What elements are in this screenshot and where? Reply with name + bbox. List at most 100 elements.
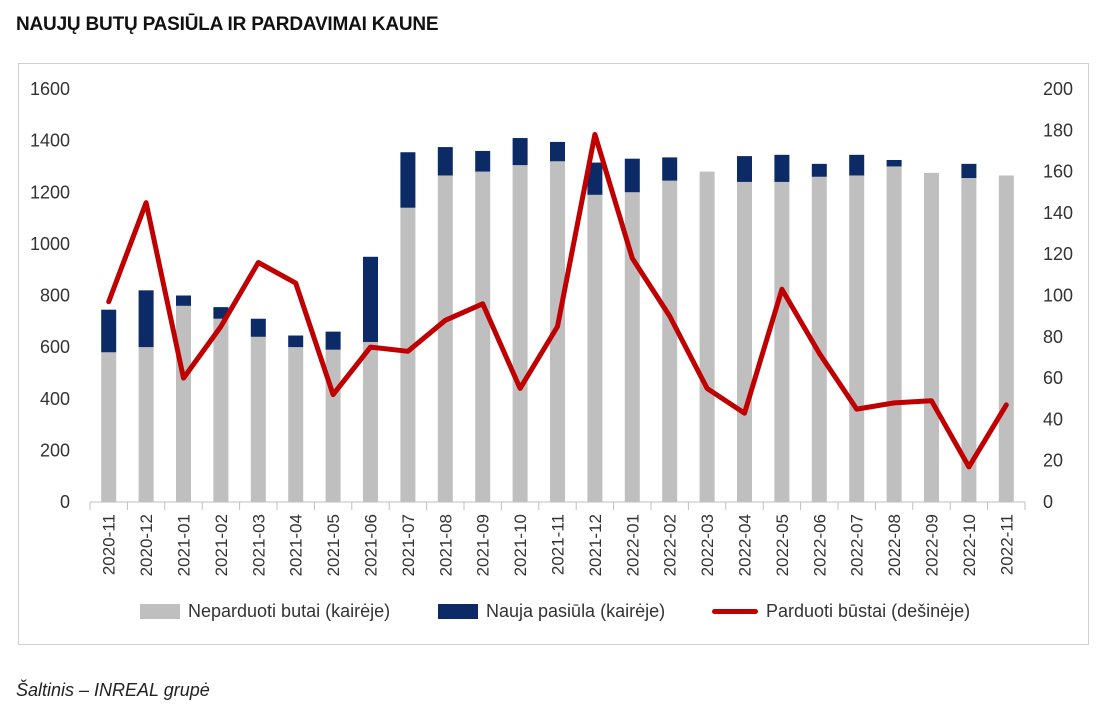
y-right-tick-label: 80	[1043, 327, 1063, 347]
bar-unsold	[961, 178, 977, 502]
x-tick-label: 2021-03	[249, 514, 268, 576]
bar-new-supply	[811, 163, 827, 177]
x-tick-label: 2022-03	[698, 514, 717, 576]
bar-new-supply	[363, 256, 378, 342]
bar-new-supply	[400, 152, 416, 208]
bar-new-supply	[624, 158, 640, 193]
bar-unsold	[662, 180, 678, 502]
bar-new-supply	[138, 290, 154, 348]
bar-unsold	[138, 347, 154, 502]
bar-unsold	[811, 176, 827, 502]
x-tick-label: 2022-10	[960, 514, 979, 576]
y-left-tick-label: 0	[60, 492, 70, 512]
y-left-tick-label: 1400	[30, 131, 70, 151]
bar-new-supply	[250, 318, 266, 337]
x-tick-label: 2021-08	[436, 514, 455, 576]
y-right-tick-label: 60	[1043, 368, 1063, 388]
y-right-tick-label: 100	[1043, 286, 1073, 306]
bar-new-supply	[213, 307, 229, 319]
bar-new-supply	[849, 154, 865, 176]
legend-label-unsold: Neparduoti butai (kairėje)	[188, 601, 391, 621]
x-tick-label: 2022-05	[773, 514, 792, 576]
x-tick-label: 2022-08	[885, 514, 904, 576]
bar-unsold	[288, 347, 304, 502]
legend-swatch-sold	[712, 609, 758, 614]
bar-new-supply	[774, 154, 790, 182]
bar-new-supply	[176, 295, 191, 306]
bar-unsold	[774, 181, 790, 503]
bar-new-supply	[587, 162, 603, 195]
bar-unsold	[400, 207, 416, 503]
legend-label-sold: Parduoti būstai (dešinėje)	[766, 601, 971, 621]
y-left-tick-label: 600	[40, 337, 70, 357]
legend-item-new-supply: Nauja pasiūla (kairėje)	[438, 601, 665, 622]
y-right-tick-label: 40	[1043, 409, 1063, 429]
x-tick-label: 2021-09	[474, 514, 493, 576]
x-tick-label: 2021-07	[399, 514, 418, 576]
y-right-tick-label: 20	[1043, 451, 1063, 471]
legend-label-new-supply: Nauja pasiūla (kairėje)	[486, 601, 666, 621]
y-left-tick-label: 800	[40, 286, 70, 306]
legend-item-unsold: Neparduoti butai (kairėje)	[140, 601, 390, 622]
y-left-tick-label: 200	[40, 440, 70, 460]
x-tick-label: 2022-01	[623, 514, 642, 576]
y-right-tick-label: 120	[1043, 244, 1073, 264]
legend-swatch-unsold	[140, 604, 180, 619]
chart-frame	[18, 63, 1089, 645]
x-tick-label: 2021-05	[324, 514, 343, 576]
legend-item-sold: Parduoti būstai (dešinėje)	[712, 601, 970, 622]
x-tick-label: 2021-01	[175, 514, 194, 576]
bar-unsold	[101, 352, 117, 502]
x-tick-label: 2021-10	[511, 514, 530, 576]
bar-unsold	[699, 171, 715, 502]
bar-new-supply	[550, 141, 565, 162]
x-tick-label: 2021-11	[549, 514, 568, 575]
x-tick-label: 2021-06	[362, 514, 381, 576]
bar-new-supply	[325, 331, 341, 350]
bar-unsold	[624, 192, 640, 502]
x-tick-label: 2022-06	[810, 514, 829, 576]
chart-title: NAUJŲ BUTŲ PASIŪLA IR PARDAVIMAI KAUNE	[16, 14, 439, 35]
bar-unsold	[998, 175, 1014, 503]
bar-new-supply	[437, 147, 453, 176]
x-tick-label: 2022-04	[736, 514, 755, 576]
legend-swatch-new-supply	[438, 604, 478, 619]
x-tick-label: 2021-12	[586, 514, 605, 576]
y-right-tick-label: 0	[1043, 492, 1053, 512]
x-tick-label: 2021-02	[212, 514, 231, 576]
bar-unsold	[849, 175, 865, 503]
bar-new-supply	[475, 150, 491, 172]
bar-unsold	[250, 336, 266, 502]
x-tick-label: 2020-11	[100, 514, 119, 575]
bar-unsold	[475, 171, 491, 502]
x-tick-label: 2022-07	[848, 514, 867, 576]
bar-unsold	[587, 194, 603, 503]
y-right-tick-label: 140	[1043, 203, 1073, 223]
bar-new-supply	[886, 159, 902, 167]
source-note: Šaltinis – INREAL grupė	[16, 680, 210, 700]
x-tick-label: 2020-12	[137, 514, 156, 576]
x-tick-label: 2022-09	[923, 514, 942, 576]
bar-unsold	[924, 172, 939, 502]
bar-new-supply	[288, 335, 304, 348]
bar-unsold	[737, 181, 752, 503]
bar-unsold	[886, 166, 902, 502]
bar-new-supply	[737, 156, 752, 182]
x-tick-label: 2022-11	[997, 514, 1016, 575]
line-sold	[106, 131, 1009, 470]
x-tick-label: 2021-04	[287, 514, 306, 576]
bar-new-supply	[961, 163, 977, 179]
y-left-tick-label: 1600	[30, 79, 70, 99]
bar-unsold	[512, 165, 528, 502]
y-right-tick-label: 160	[1043, 162, 1073, 182]
bar-unsold	[437, 175, 453, 503]
bar-new-supply	[101, 309, 117, 353]
x-tick-label: 2022-02	[661, 514, 680, 576]
bar-new-supply	[662, 157, 678, 181]
bar-unsold	[550, 161, 565, 502]
bar-unsold	[363, 341, 378, 502]
y-right-tick-label: 200	[1043, 79, 1073, 99]
bar-unsold	[176, 305, 191, 502]
y-right-tick-label: 180	[1043, 120, 1073, 140]
